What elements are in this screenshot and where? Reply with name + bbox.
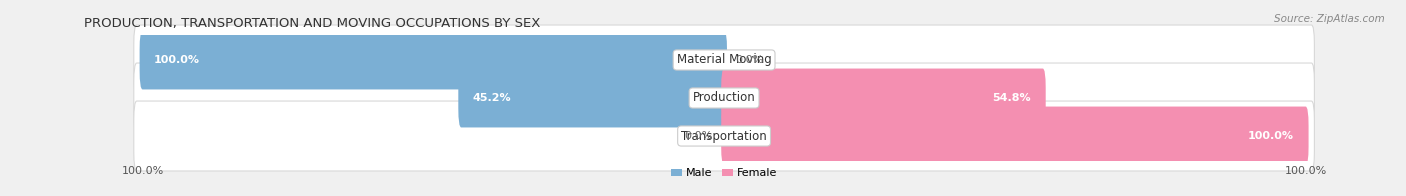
Text: 0.0%: 0.0% — [685, 131, 713, 141]
FancyBboxPatch shape — [458, 69, 727, 127]
Text: Material Moving: Material Moving — [676, 54, 772, 66]
Text: Transportation: Transportation — [682, 130, 766, 142]
FancyBboxPatch shape — [134, 63, 1315, 133]
Text: 100.0%: 100.0% — [155, 55, 200, 65]
Text: 0.0%: 0.0% — [735, 55, 763, 65]
Text: 54.8%: 54.8% — [993, 93, 1031, 103]
Text: Source: ZipAtlas.com: Source: ZipAtlas.com — [1274, 14, 1385, 24]
FancyBboxPatch shape — [134, 101, 1315, 171]
FancyBboxPatch shape — [139, 31, 727, 89]
FancyBboxPatch shape — [134, 25, 1315, 95]
Text: 100.0%: 100.0% — [1249, 131, 1294, 141]
FancyBboxPatch shape — [721, 69, 1046, 127]
FancyBboxPatch shape — [721, 107, 1309, 165]
Text: 45.2%: 45.2% — [472, 93, 512, 103]
Text: Production: Production — [693, 92, 755, 104]
Text: PRODUCTION, TRANSPORTATION AND MOVING OCCUPATIONS BY SEX: PRODUCTION, TRANSPORTATION AND MOVING OC… — [84, 17, 541, 30]
Legend: Male, Female: Male, Female — [666, 164, 782, 183]
